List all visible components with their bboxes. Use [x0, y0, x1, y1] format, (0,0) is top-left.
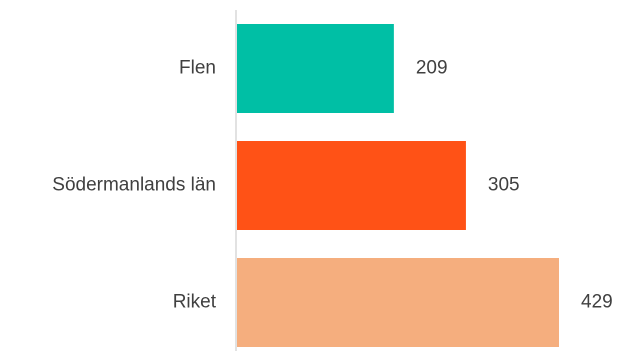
category-label-2: Riket — [173, 292, 217, 313]
category-label-0: Flen — [179, 58, 216, 79]
value-label-0: 209 — [416, 58, 448, 79]
bar-2 — [237, 258, 559, 347]
category-label-1: Södermanlands län — [52, 175, 216, 196]
bar-1 — [237, 141, 466, 230]
category-labels-group: Flen Södermanlands län Riket — [52, 58, 216, 313]
bar-0 — [237, 24, 394, 113]
value-labels-group: 209 305 429 — [416, 58, 613, 313]
bars-group — [237, 24, 559, 347]
value-label-1: 305 — [488, 175, 520, 196]
value-label-2: 429 — [581, 292, 613, 313]
